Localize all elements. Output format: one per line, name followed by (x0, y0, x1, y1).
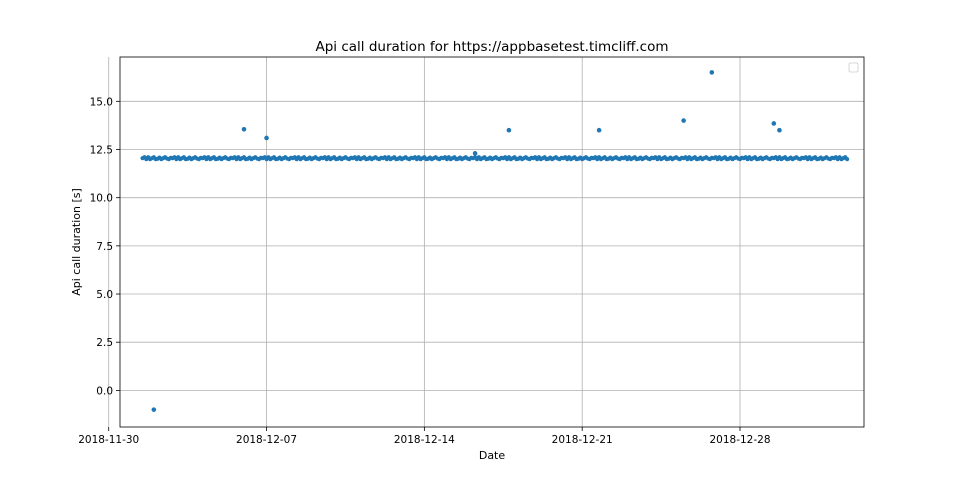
data-points (140, 70, 850, 412)
data-point-outlier (151, 407, 157, 412)
data-point (844, 157, 850, 162)
y-tick-label: 12.5 (90, 145, 113, 157)
y-tick-label: 7.5 (96, 241, 113, 253)
data-point-outlier (596, 127, 602, 133)
data-point-outlier (241, 126, 247, 132)
y-tick-label: 2.5 (96, 337, 113, 349)
axis-ticks: 0.0 2.5 5.0 7.5 10.0 12.5 15.0 2018-11-30 2018-1… (78, 96, 770, 446)
data-point-outlier (681, 118, 686, 123)
data-point-outlier (771, 121, 777, 126)
data-point-outlier (777, 127, 782, 133)
y-tick-label: 10.0 (90, 193, 113, 205)
x-tick-label: 2018-11-30 (78, 434, 139, 446)
x-tick-label: 2018-12-28 (709, 434, 770, 446)
legend-box (848, 62, 859, 73)
data-point-outlier (709, 70, 715, 75)
y-axis-label: Api call duration [s] (70, 188, 83, 296)
x-tick-label: 2018-12-07 (236, 434, 297, 446)
chart-title: Api call duration for https://appbasetes… (315, 39, 668, 55)
y-tick-label: 0.0 (96, 385, 113, 397)
y-tick-label: 5.0 (96, 289, 113, 301)
data-point-outlier (472, 151, 478, 156)
x-tick-label: 2018-12-21 (552, 434, 613, 446)
grid-lines (108, 57, 864, 427)
x-tick-label: 2018-12-14 (394, 434, 455, 446)
data-point-outlier (264, 135, 269, 141)
y-tick-label: 15.0 (90, 96, 113, 108)
x-axis-label: Date (479, 449, 506, 462)
plot-frame (119, 56, 865, 428)
data-point-outlier (506, 127, 512, 133)
